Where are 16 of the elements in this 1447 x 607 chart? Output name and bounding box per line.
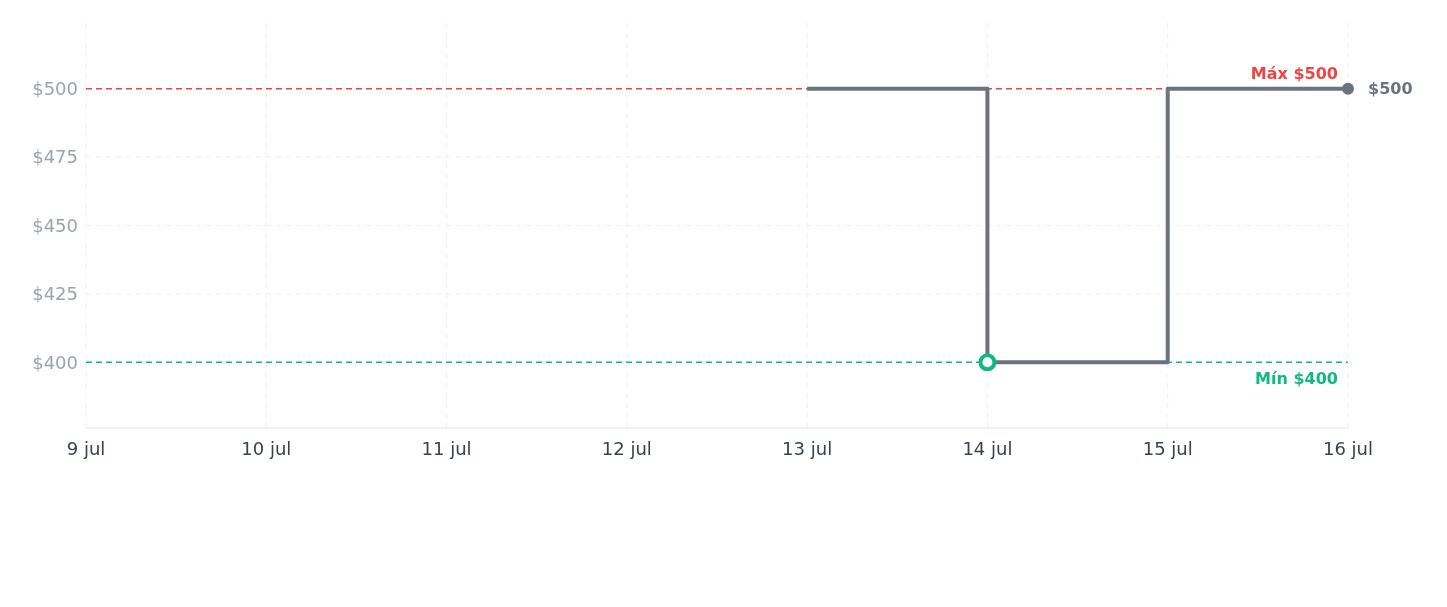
y-tick-label: $450	[32, 214, 78, 236]
y-tick-label: $425	[32, 283, 78, 305]
annotation: $500	[1368, 79, 1413, 99]
ref-line-label: Máx $500	[1250, 63, 1338, 83]
x-tick-label: 13 jul	[782, 437, 833, 459]
y-tick-label: $500	[32, 78, 78, 100]
ref-line-label: Mín $400	[1255, 368, 1338, 388]
x-tick-label: 10 jul	[241, 437, 292, 459]
y-tick-label: $400	[32, 351, 78, 373]
x-tick-label: 12 jul	[601, 437, 652, 459]
x-tick-label: 15 jul	[1142, 437, 1193, 459]
x-tick-label: 14 jul	[962, 437, 1013, 459]
x-tick-label: 16 jul	[1322, 437, 1374, 459]
x-tick-label: 9 jul	[66, 437, 106, 459]
y-tick-label: $475	[32, 146, 78, 168]
x-tick-label: 11 jul	[421, 437, 472, 459]
